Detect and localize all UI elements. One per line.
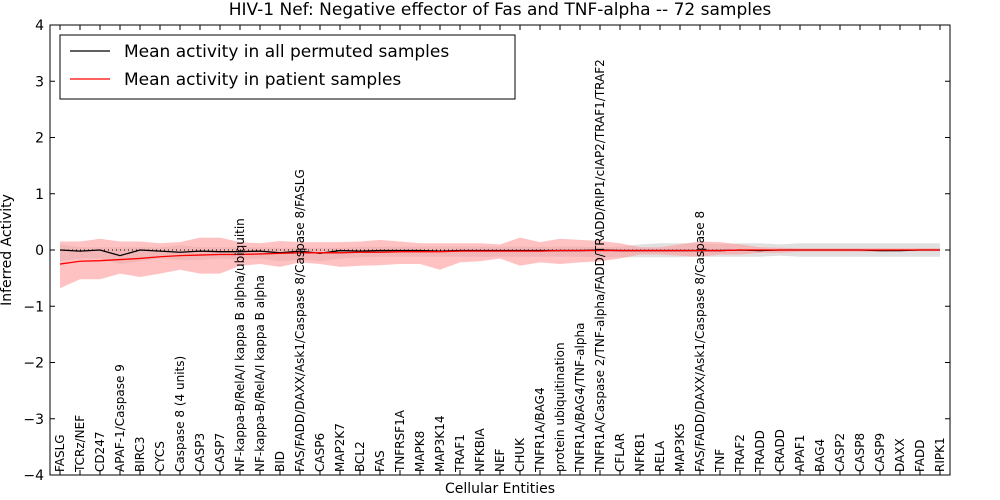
x-tick-label: NEF <box>493 448 507 472</box>
legend: Mean activity in all permuted samples Me… <box>59 34 516 100</box>
x-tick-label: RELA <box>653 440 667 472</box>
y-tick-label: −3 <box>23 412 44 428</box>
y-tick-label: 3 <box>35 74 44 90</box>
chart-title: HIV-1 Nef: Negative effector of Fas and … <box>229 0 772 20</box>
x-tick-label: FAS/FADD/DAXX/Ask1/Caspase 8/Caspase 8 <box>693 211 707 472</box>
y-tick-label: 1 <box>35 187 44 203</box>
x-tick-label: CASP6 <box>313 433 327 472</box>
legend-box <box>59 34 516 100</box>
legend-label-permuted: Mean activity in all permuted samples <box>124 42 449 62</box>
x-tick-label: TNFR1A/Caspase 2/TNF-alpha/FADD/TRADD/RI… <box>593 59 607 473</box>
x-tick-label: FAS <box>373 450 387 472</box>
plot-frame <box>49 24 951 476</box>
x-tick-label: CASP8 <box>853 433 867 472</box>
x-tick-label: CFLAR <box>613 433 627 472</box>
x-tick-label: BAG4 <box>813 439 827 472</box>
x-tick-label: CASP9 <box>873 433 887 472</box>
x-tick-label: FAS/FADD/DAXX/Ask1/Caspase 8/Caspase 8/F… <box>293 169 307 472</box>
x-tick-label: NFKBIA <box>473 427 487 472</box>
x-tick-label: CRADD <box>773 429 787 472</box>
x-tick-label: NFKB1 <box>633 432 647 472</box>
x-tick-label: CYCS <box>153 441 167 472</box>
x-tick-label: Caspase 8 (4 units) <box>173 356 187 472</box>
x-tick-label: FASLG <box>53 434 67 472</box>
y-tick-label: 4 <box>35 18 44 34</box>
x-tick-label: TNFRSF1A <box>393 409 407 473</box>
x-tick-label: CASP2 <box>833 433 847 472</box>
x-tick-label: MAPK8 <box>413 431 427 472</box>
x-tick-label: CASP3 <box>193 433 207 472</box>
x-tick-label: APAF1 <box>793 435 807 472</box>
x-tick-label: MAP3K14 <box>433 415 447 472</box>
x-tick-label: protein ubiquitination <box>553 342 567 472</box>
x-tick-label: BCL2 <box>353 441 367 472</box>
x-tick-label: CD247 <box>93 431 107 472</box>
x-tick-label: BID <box>273 451 287 472</box>
x-tick-label: CHUK <box>513 437 527 472</box>
series-lines <box>59 249 940 265</box>
x-tick-label: APAF-1/Caspase 9 <box>113 364 127 472</box>
y-tick-label: 0 <box>35 243 44 259</box>
y-tick-label: −2 <box>23 356 44 372</box>
x-tick-label: TRAF1 <box>453 434 467 473</box>
x-tick-label: NF-kappa-B/RelA/I kappa B alpha/ubiquiti… <box>233 218 247 472</box>
x-tick-label: RIPK1 <box>933 437 947 472</box>
x-axis: FASLG TCRz/NEF CD247 APAF-1/Caspase 9 BIRC3 C… <box>53 25 947 475</box>
x-axis-label: Cellular Entities <box>445 481 555 497</box>
y-tick-label: −4 <box>23 468 44 484</box>
y-axis: −4 −3 −2 −1 0 1 2 3 4 <box>23 18 950 484</box>
x-tick-label: MAP3K5 <box>673 423 687 472</box>
y-tick-label: −1 <box>23 299 44 315</box>
y-axis-label: Inferred Activity <box>0 194 15 306</box>
x-tick-label: FADD <box>913 440 927 473</box>
x-tick-label: TCRz/NEF <box>73 415 87 473</box>
x-tick-label: TRAF2 <box>733 434 747 473</box>
x-tick-label: BIRC3 <box>133 436 147 472</box>
x-tick-label: CASP7 <box>213 433 227 472</box>
x-tick-label: TNFR1A/BAG4/TNF-alpha <box>573 323 587 473</box>
x-tick-label: DAXX <box>893 438 907 472</box>
legend-label-patient: Mean activity in patient samples <box>124 70 401 90</box>
x-tick-label: NF-kappa-B/RelA/I kappa B alpha <box>253 275 267 472</box>
x-tick-label: TNFR1A/BAG4 <box>533 387 547 473</box>
x-tick-label: TNF <box>713 449 727 473</box>
y-tick-label: 2 <box>35 131 44 147</box>
x-tick-label: MAP2K7 <box>333 423 347 472</box>
x-tick-label: TRADD <box>753 430 767 473</box>
series-line-patient <box>59 249 940 265</box>
